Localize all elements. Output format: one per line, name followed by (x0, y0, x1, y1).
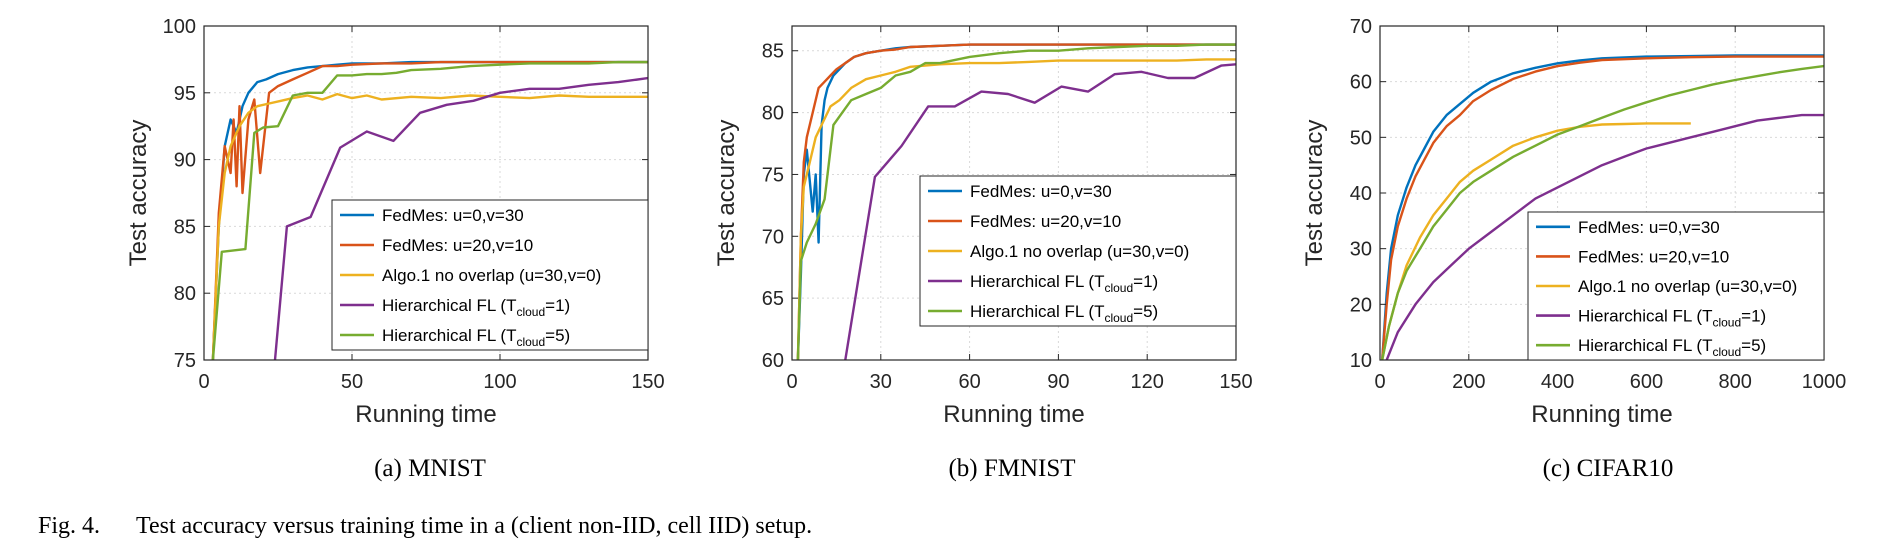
figure-caption-text: Test accuracy versus training time in a … (136, 513, 812, 539)
legend-label-fedmes-20-10: FedMes: u=20,v=10 (970, 212, 1121, 231)
y-axis-label: Test accuracy (713, 120, 740, 267)
series-line-hierarchical-t1 (844, 63, 1236, 360)
series-line-hierarchical-t1 (1385, 113, 1824, 360)
y-tick-label: 60 (1350, 72, 1372, 94)
legend-label-hierarchical-t5: Hierarchical FL (Tcloud=5) (1578, 336, 1766, 359)
legend-label-hierarchical-t5: Hierarchical FL (Tcloud=5) (970, 302, 1158, 325)
x-tick-label: 150 (631, 371, 664, 393)
series-line-fedmes-20-10 (1381, 55, 1824, 360)
x-tick-label: 120 (1131, 371, 1164, 393)
y-tick-label: 100 (163, 16, 196, 38)
y-tick-label: 85 (762, 41, 784, 63)
y-tick-label: 65 (762, 288, 784, 310)
y-tick-label: 95 (174, 83, 196, 105)
series-line-hierarchical-t1 (273, 76, 648, 360)
legend-label-hierarchical-t5: Hierarchical FL (Tcloud=5) (382, 326, 570, 349)
y-tick-label: 10 (1350, 350, 1372, 372)
subplot-caption: (c) CIFAR10 (1543, 455, 1674, 482)
legend: FedMes: u=0,v=30 FedMes: u=20,v=10 Algo.1 … (331, 199, 649, 351)
y-tick-label: 90 (174, 150, 196, 172)
y-tick-label: 80 (762, 103, 784, 125)
x-tick-label: 150 (1219, 371, 1252, 393)
series-line-algo1-no-overlap (211, 92, 648, 360)
y-tick-label: 70 (762, 226, 784, 248)
x-tick-label: 100 (483, 371, 516, 393)
series-line-hierarchical-t5 (1381, 64, 1824, 360)
y-tick-label: 40 (1350, 183, 1372, 205)
chart-mnist: 0 50 100 150 75 80 85 90 95 100 Running time Test a… (125, 16, 665, 482)
x-tick-label: 0 (1374, 371, 1385, 393)
series-line-hierarchical-t5 (796, 43, 1236, 360)
x-tick-label: 60 (958, 371, 980, 393)
legend: FedMes: u=0,v=30 FedMes: u=20,v=10 Algo.1 … (919, 175, 1237, 327)
legend-label-fedmes-0-30: FedMes: u=0,v=30 (1578, 218, 1720, 237)
x-tick-label: 30 (870, 371, 892, 393)
legend-box (919, 175, 1237, 327)
chart-cifar10: 0 200 400 600 800 1000 10 20 30 40 50 60 70 Running t… (1301, 16, 1846, 482)
chart-fmnist: 0 30 60 90 120 150 60 65 70 75 80 85 Running time Tes… (713, 25, 1253, 482)
x-tick-label: 800 (1719, 371, 1752, 393)
legend-label-algo1-no-overlap: Algo.1 no overlap (u=30,v=0) (970, 242, 1189, 261)
x-tick-label: 600 (1630, 371, 1663, 393)
x-tick-label: 0 (786, 371, 797, 393)
legend: FedMes: u=0,v=30 FedMes: u=20,v=10 Algo.1 … (1527, 211, 1825, 361)
subplot-caption: (a) MNIST (374, 455, 486, 482)
y-axis-label: Test accuracy (125, 120, 152, 267)
x-tick-label: 0 (198, 371, 209, 393)
x-tick-label: 90 (1047, 371, 1069, 393)
y-tick-label: 20 (1350, 294, 1372, 316)
axes-box (203, 25, 649, 361)
y-tick-label: 50 (1350, 127, 1372, 149)
x-tick-label: 1000 (1802, 371, 1847, 393)
legend-label-algo1-no-overlap: Algo.1 no overlap (u=30,v=0) (1578, 277, 1797, 296)
y-tick-label: 30 (1350, 239, 1372, 261)
subplot-caption: (b) FMNIST (948, 455, 1075, 482)
y-tick-label: 80 (174, 283, 196, 305)
series-line-algo1-no-overlap (796, 58, 1236, 360)
y-tick-label: 85 (174, 216, 196, 238)
series-line-fedmes-20-10 (211, 60, 648, 360)
x-axis-label: Running time (355, 401, 496, 428)
legend-box (331, 199, 649, 351)
legend-label-fedmes-20-10: FedMes: u=20,v=10 (1578, 247, 1729, 266)
y-tick-label: 75 (762, 164, 784, 186)
x-axis-label: Running time (943, 401, 1084, 428)
legend-label-fedmes-0-30: FedMes: u=0,v=30 (382, 206, 524, 225)
legend-label-hierarchical-t1: Hierarchical FL (Tcloud=1) (1578, 307, 1766, 330)
figure-caption-label: Fig. 4. (38, 513, 100, 539)
series-line-fedmes-0-30 (1381, 54, 1824, 360)
legend-label-algo1-no-overlap: Algo.1 no overlap (u=30,v=0) (382, 266, 601, 285)
series-line-hierarchical-t5 (211, 60, 648, 360)
series-line-algo1-no-overlap (1381, 122, 1691, 360)
legend-label-hierarchical-t1: Hierarchical FL (Tcloud=1) (382, 296, 570, 319)
y-tick-label: 60 (762, 350, 784, 372)
y-axis-label: Test accuracy (1301, 120, 1328, 267)
legend-label-hierarchical-t1: Hierarchical FL (Tcloud=1) (970, 272, 1158, 295)
y-tick-label: 75 (174, 350, 196, 372)
x-tick-label: 200 (1452, 371, 1485, 393)
legend-label-fedmes-0-30: FedMes: u=0,v=30 (970, 182, 1112, 201)
legend-box (1527, 211, 1825, 361)
series-line-fedmes-20-10 (796, 43, 1236, 360)
x-tick-label: 400 (1541, 371, 1574, 393)
x-tick-label: 50 (341, 371, 363, 393)
y-tick-label: 70 (1350, 16, 1372, 38)
legend-label-fedmes-20-10: FedMes: u=20,v=10 (382, 236, 533, 255)
x-axis-label: Running time (1531, 401, 1672, 428)
